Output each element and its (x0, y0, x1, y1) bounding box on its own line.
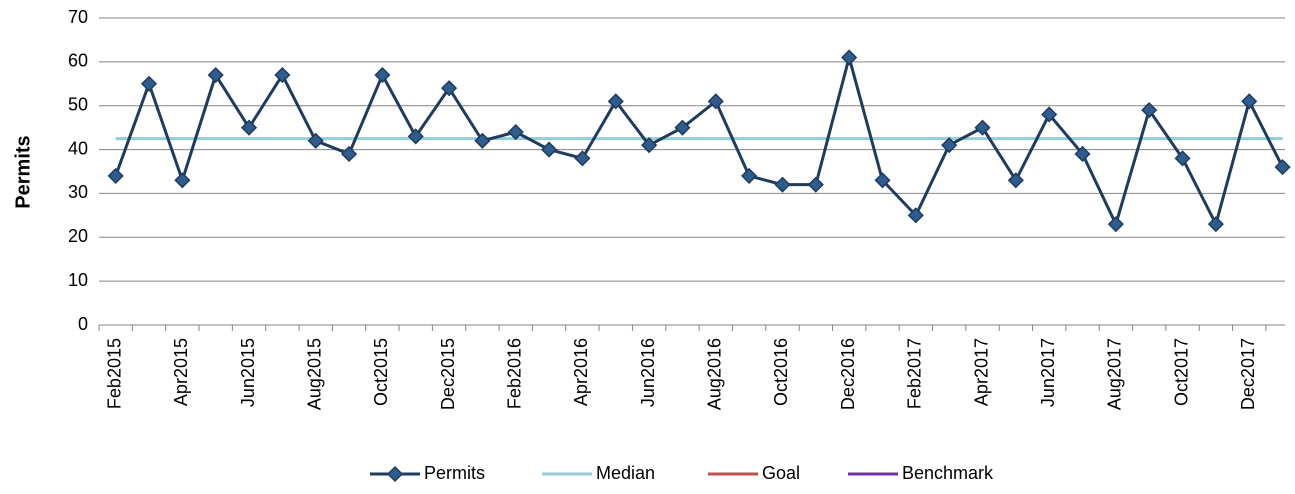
x-tick-label: Aug2015 (304, 338, 324, 410)
x-tick-label: Feb2017 (905, 338, 925, 409)
point-marker (641, 137, 658, 154)
point-marker (574, 150, 591, 167)
point-marker (174, 172, 191, 189)
x-tick-label: Oct2016 (771, 338, 791, 406)
point-marker (907, 207, 924, 224)
point-marker (407, 128, 424, 145)
point-marker (941, 137, 958, 154)
x-tick-label: Oct2015 (371, 338, 391, 406)
series-line (114, 51, 1284, 229)
legend-label: Permits (424, 463, 485, 483)
point-marker (874, 172, 891, 189)
legend-label: Median (596, 463, 655, 483)
point-marker (1141, 102, 1158, 119)
point-marker (307, 132, 324, 149)
point-marker (507, 123, 524, 141)
y-tick-label: 50 (68, 94, 88, 114)
point-marker (1174, 150, 1191, 167)
point-marker (674, 119, 691, 136)
point-marker (340, 145, 358, 163)
point-marker (1274, 159, 1291, 176)
x-tick-label: Jun2017 (1038, 338, 1058, 407)
y-tick-label: 0 (78, 314, 88, 334)
x-tick-label: Oct2017 (1171, 338, 1191, 406)
legend-label: Goal (762, 463, 800, 483)
point-marker (1241, 93, 1258, 110)
point-marker (1074, 145, 1091, 163)
point-marker (774, 176, 791, 193)
x-tick-label: Jun2015 (238, 338, 258, 407)
x-tick-label: Dec2016 (838, 338, 858, 410)
point-marker (607, 93, 624, 110)
point-marker (974, 119, 991, 136)
x-tick-label: Dec2015 (438, 338, 458, 410)
y-tick-label: 40 (68, 138, 88, 158)
point-marker (741, 167, 758, 184)
point-marker (140, 75, 158, 92)
point-marker (1007, 172, 1024, 189)
x-tick-label: Apr2015 (171, 338, 191, 406)
point-marker (474, 132, 491, 149)
point-marker (441, 80, 458, 97)
point-marker (240, 119, 258, 136)
x-tick-label: Jun2016 (638, 338, 658, 407)
x-tick-label: Apr2017 (971, 338, 991, 406)
point-marker (541, 141, 558, 158)
legend-marker (386, 465, 404, 483)
x-tick-label: Apr2016 (571, 338, 591, 406)
legend-label: Benchmark (902, 463, 994, 483)
x-tick-label: Aug2017 (1105, 338, 1125, 410)
point-marker (374, 66, 391, 84)
point-marker (274, 66, 291, 84)
x-tick-label: Aug2016 (705, 338, 725, 410)
y-tick-label: 60 (68, 51, 88, 71)
point-marker (1107, 216, 1124, 233)
y-tick-label: 70 (68, 7, 88, 27)
x-tick-label: Feb2016 (505, 338, 525, 409)
point-marker (207, 66, 224, 84)
y-axis-label: Permits (12, 135, 34, 208)
y-tick-label: 30 (68, 182, 88, 202)
x-tick-label: Dec2017 (1238, 338, 1258, 410)
x-tick-label: Feb2015 (104, 338, 124, 409)
point-marker (1041, 106, 1058, 123)
point-marker (841, 49, 858, 66)
y-tick-label: 20 (68, 226, 88, 246)
point-marker (707, 93, 724, 110)
point-marker (807, 176, 824, 193)
point-marker (1207, 216, 1224, 233)
y-tick-label: 10 (68, 270, 88, 290)
point-marker (107, 167, 124, 184)
